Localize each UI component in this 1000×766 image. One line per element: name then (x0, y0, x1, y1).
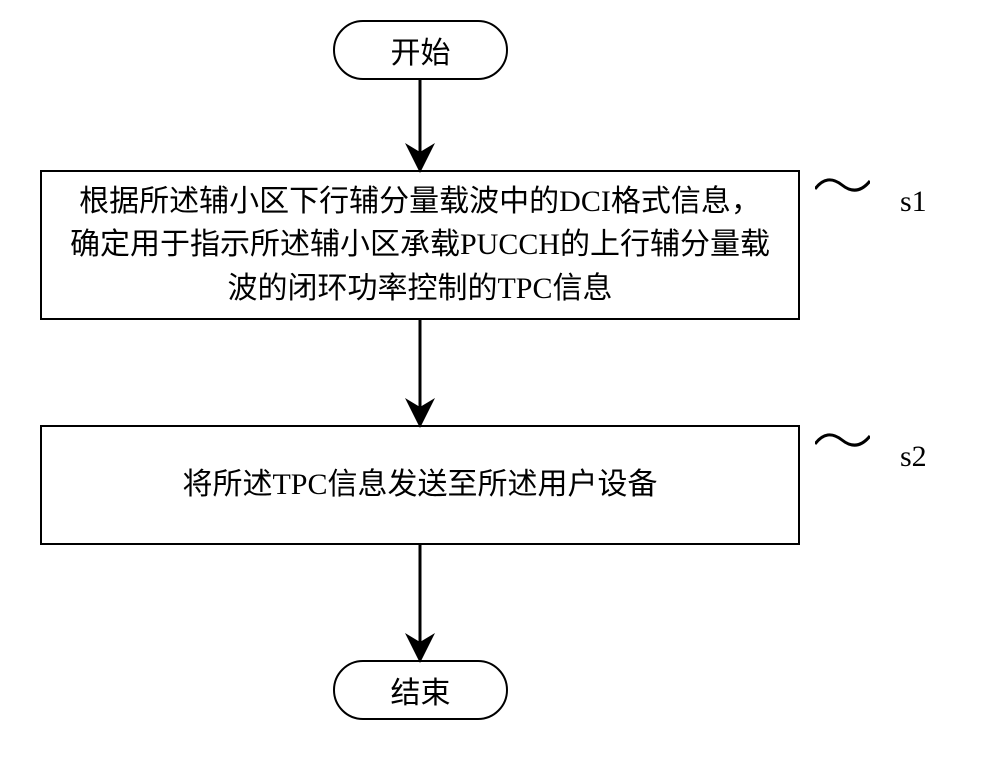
process-step-2: 将所述TPC信息发送至所述用户设备 (40, 425, 800, 545)
flow-arrows (0, 0, 1000, 766)
flowchart-canvas: 开始 根据所述辅小区下行辅分量载波中的DCI格式信息， 确定用于指示所述辅小区承… (0, 0, 1000, 766)
connector-tilde-1 (815, 175, 870, 195)
process-step-1: 根据所述辅小区下行辅分量载波中的DCI格式信息， 确定用于指示所述辅小区承载PU… (40, 170, 800, 320)
start-terminator: 开始 (333, 20, 508, 80)
step-label-2: s2 (900, 440, 927, 474)
end-terminator: 结束 (333, 660, 508, 720)
process-step-2-text: 将所述TPC信息发送至所述用户设备 (182, 463, 657, 507)
start-label: 开始 (391, 28, 451, 72)
end-label: 结束 (391, 668, 451, 712)
process-step-1-text: 根据所述辅小区下行辅分量载波中的DCI格式信息， 确定用于指示所述辅小区承载PU… (70, 180, 770, 311)
step-label-1-text: s1 (900, 185, 927, 218)
step-label-2-text: s2 (900, 440, 927, 473)
step-label-1: s1 (900, 185, 927, 219)
connector-tilde-2 (815, 430, 870, 450)
